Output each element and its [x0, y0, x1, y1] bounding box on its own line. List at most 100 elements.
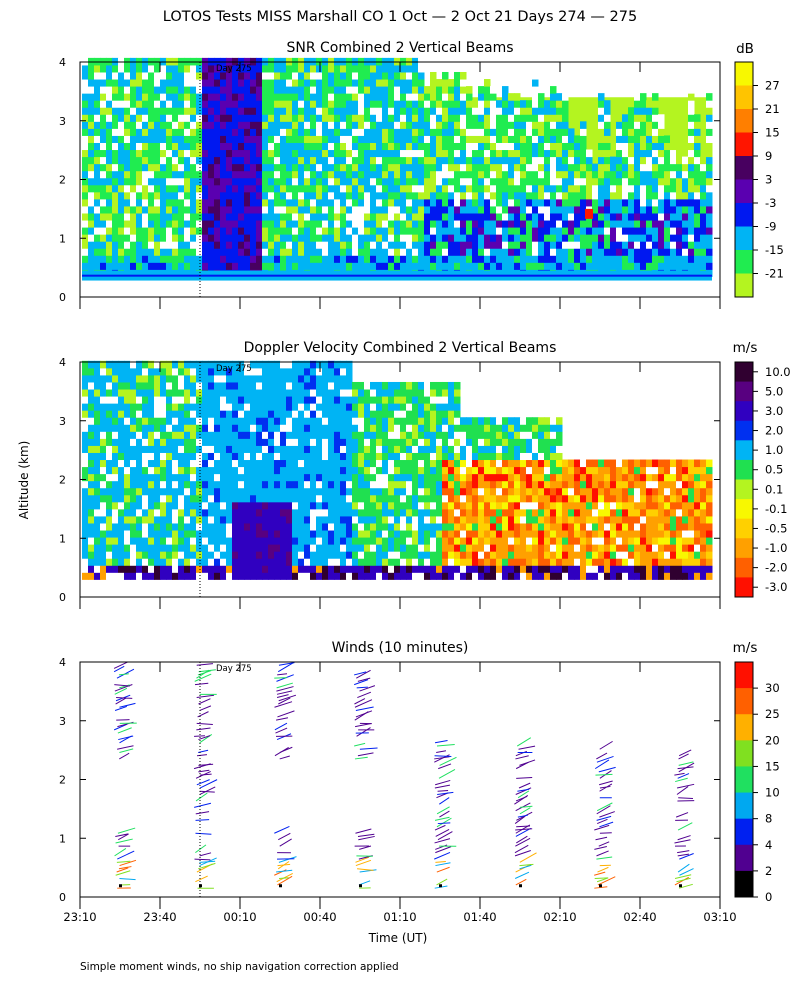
velocity-cell: [280, 431, 287, 439]
snr-cell: [148, 93, 155, 101]
snr-cell: [286, 184, 293, 193]
snr-cell: [340, 79, 347, 87]
velocity-cell: [106, 466, 113, 475]
snr-cell: [598, 142, 605, 151]
velocity-cell: [322, 558, 329, 566]
snr-cell: [160, 149, 167, 158]
snr-cell: [142, 156, 149, 165]
snr-cell: [346, 128, 353, 136]
snr-cell: [370, 156, 377, 165]
velocity-cell: [460, 530, 467, 538]
snr-cell: [274, 212, 281, 221]
velocity-cell: [220, 487, 227, 496]
velocity-cell: [394, 410, 401, 418]
snr-cell: [142, 107, 149, 115]
velocity-cell: [274, 508, 281, 517]
snr-cell: [466, 191, 473, 200]
velocity-cell: [100, 494, 107, 503]
snr-cell: [694, 177, 701, 186]
velocity-cell: [232, 431, 239, 439]
snr-cell: [298, 220, 305, 228]
snr-cell: [274, 86, 281, 94]
snr-cell: [292, 205, 299, 214]
snr-cell: [538, 93, 545, 101]
snr-cell: [562, 241, 569, 249]
velocity-cell: [196, 403, 203, 411]
snr-cell: [508, 135, 515, 143]
velocity-cell: [112, 360, 119, 369]
snr-cell: [154, 241, 161, 249]
snr-cell: [370, 121, 377, 129]
velocity-cell: [328, 445, 335, 453]
snr-cell: [232, 121, 239, 129]
snr-cell: [94, 198, 101, 207]
snr-cell: [376, 248, 383, 256]
snr-cell: [196, 184, 203, 193]
velocity-cell: [364, 530, 371, 538]
velocity-cell: [226, 544, 233, 552]
snr-cell: [322, 212, 329, 221]
snr-cell: [628, 255, 635, 263]
snr-cell: [604, 107, 611, 115]
snr-cell: [238, 212, 245, 221]
snr-cell: [400, 170, 407, 179]
velocity-cell: [124, 473, 131, 482]
velocity-cell: [346, 558, 353, 566]
velocity-cell: [394, 558, 401, 566]
snr-cell: [448, 142, 455, 151]
snr-cell: [706, 107, 713, 115]
velocity-cell: [436, 431, 443, 439]
velocity-cell: [382, 417, 389, 425]
velocity-cell: [298, 452, 305, 461]
snr-cell: [454, 198, 461, 207]
velocity-cell: [280, 438, 287, 446]
velocity-cell: [334, 389, 341, 397]
velocity-cell: [304, 381, 311, 390]
snr-cell: [322, 198, 329, 207]
snr-cell: [130, 234, 137, 242]
snr-cell: [424, 255, 431, 263]
snr-cell: [556, 234, 563, 242]
snr-cell: [466, 262, 473, 270]
snr-cell: [244, 163, 251, 172]
velocity-cell: [364, 494, 371, 503]
snr-cell: [652, 121, 659, 129]
snr-cell: [460, 227, 467, 235]
snr-cell: [202, 255, 209, 263]
velocity-cell: [256, 530, 263, 538]
velocity-cell: [124, 424, 131, 432]
snr-cell: [664, 241, 671, 249]
snr-cell: [172, 205, 179, 214]
snr-cell: [472, 135, 479, 143]
snr-cell: [232, 177, 239, 186]
velocity-cell: [226, 558, 233, 566]
snr-cell: [400, 262, 407, 270]
snr-cell: [592, 205, 599, 214]
snr-cell: [268, 241, 275, 249]
snr-cell: [262, 86, 269, 94]
snr-cell: [166, 248, 173, 256]
snr-cell: [460, 205, 467, 214]
snr-cell: [172, 121, 179, 129]
snr-cell: [334, 100, 341, 108]
snr-cell: [250, 220, 257, 228]
velocity-cell: [226, 459, 233, 468]
velocity-cell: [268, 565, 275, 573]
snr-cell: [298, 93, 305, 101]
velocity-cell: [364, 452, 371, 461]
snr-cell: [208, 121, 215, 129]
velocity-cell: [466, 551, 473, 559]
snr-cell: [382, 135, 389, 143]
velocity-cell: [460, 501, 467, 510]
snr-cell: [352, 241, 359, 249]
snr-cell: [136, 212, 143, 221]
snr-cell: [310, 163, 317, 172]
snr-cell: [370, 114, 377, 122]
snr-cell: [226, 205, 233, 214]
velocity-cell: [136, 515, 143, 524]
velocity-cell: [208, 381, 215, 390]
snr-cell: [412, 142, 419, 151]
snr-cell: [532, 170, 539, 179]
snr-cell: [424, 191, 431, 200]
snr-cell: [394, 135, 401, 143]
